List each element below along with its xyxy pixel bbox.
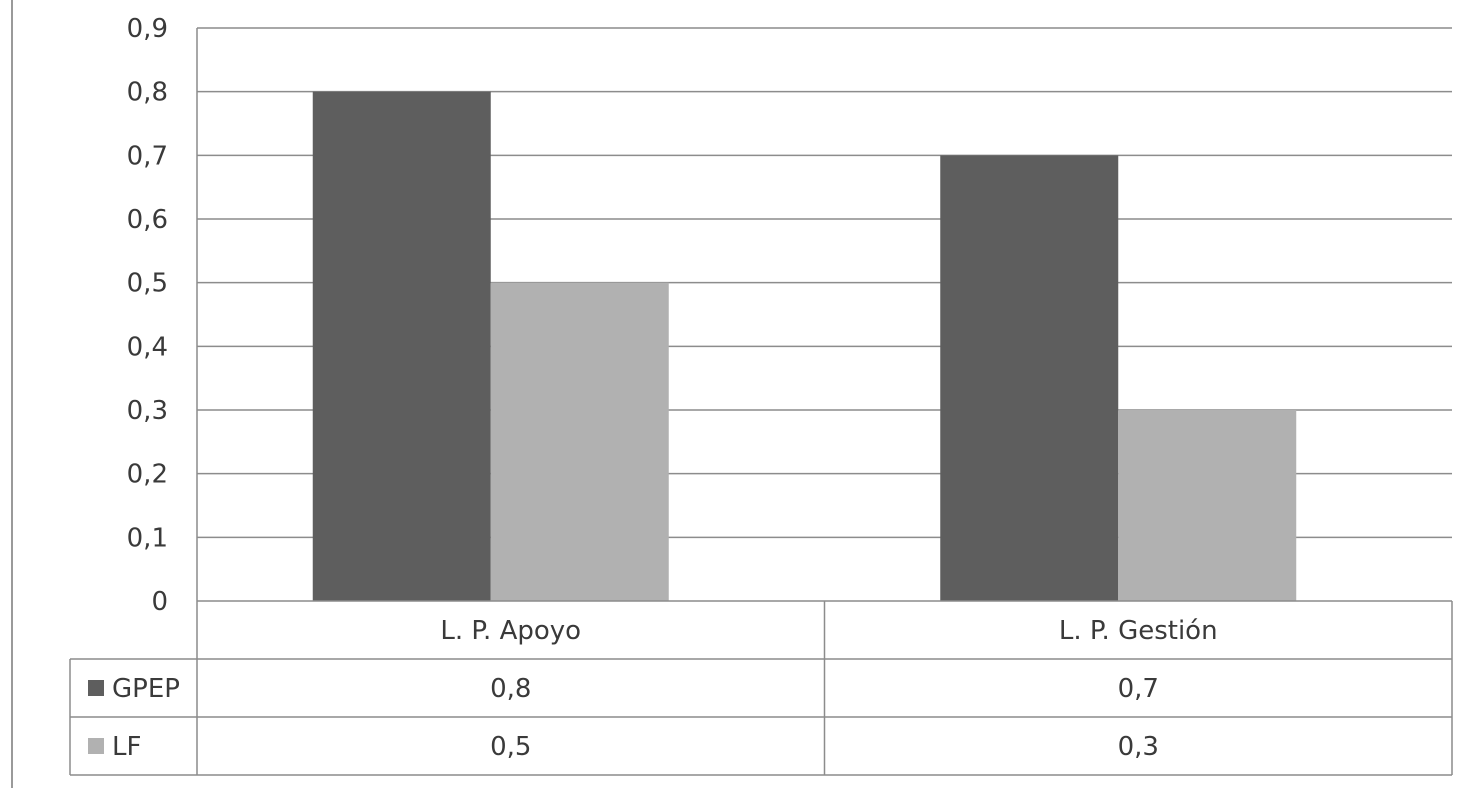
data-table: L. P. Apoyo L. P. Gestión GPEP 0,8 0,7 LF 0,5 0…: [69, 600, 1453, 776]
bar: [940, 155, 1119, 602]
bars: [312, 91, 1297, 602]
bar: [312, 91, 491, 602]
y-tick-label: 0,4: [127, 332, 168, 362]
legend-label: GPEP: [112, 674, 180, 704]
y-tick-label: 0,9: [127, 14, 168, 44]
legend-swatch: [88, 738, 104, 754]
data-label: 0,5: [490, 732, 531, 762]
y-tick-label: 0,5: [127, 269, 168, 299]
y-tick-label: 0: [151, 587, 168, 617]
bar: [490, 282, 669, 601]
y-tick-label: 0,1: [127, 523, 168, 553]
y-tick-label: 0,2: [127, 460, 168, 490]
category-label: L. P. Gestión: [1059, 616, 1218, 646]
y-tick-label: 0,3: [127, 396, 168, 426]
legend-label: LF: [112, 732, 141, 762]
category-label: L. P. Apoyo: [440, 616, 581, 646]
y-tick-label: 0,8: [127, 78, 168, 108]
data-label: 0,8: [490, 674, 531, 704]
y-tick-label: 0,7: [127, 141, 168, 171]
bar: [1118, 410, 1297, 601]
data-label: 0,3: [1118, 732, 1159, 762]
y-tick-label: 0,6: [127, 205, 168, 235]
data-label: 0,7: [1118, 674, 1159, 704]
legend-swatch: [88, 680, 104, 696]
y-axis: 0 0,1 0,2 0,3 0,4 0,5 0,6 0,7 0,8 0,9: [127, 14, 198, 617]
